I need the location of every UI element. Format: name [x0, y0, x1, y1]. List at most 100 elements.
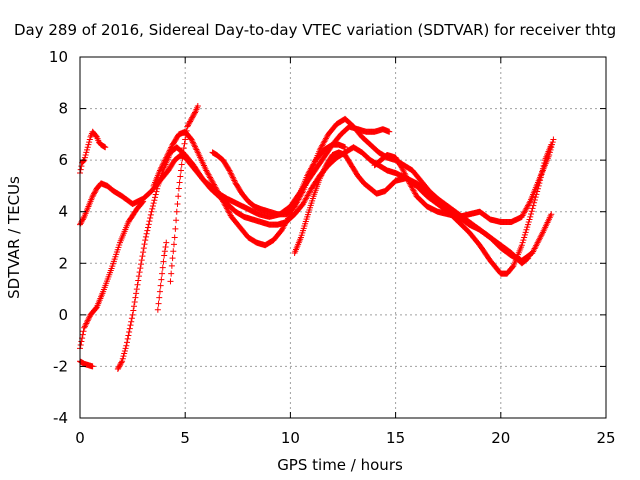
data-point: [133, 286, 140, 293]
data-point: [126, 325, 133, 332]
data-point: [228, 171, 235, 178]
data-point: [160, 160, 167, 167]
data-point: [399, 166, 406, 173]
data-point: [163, 153, 170, 160]
data-point: [125, 332, 132, 339]
data-point: [80, 328, 87, 335]
data-point: [401, 170, 408, 177]
data-point: [124, 335, 131, 342]
data-point: [83, 149, 90, 156]
data-point: [184, 123, 191, 130]
data-point: [147, 215, 154, 222]
data-point: [140, 249, 147, 256]
data-point: [78, 338, 85, 345]
data-point: [132, 294, 139, 301]
data-point: [82, 151, 89, 158]
data-point: [92, 188, 99, 195]
data-point: [172, 225, 179, 232]
data-point: [342, 144, 349, 151]
data-point: [81, 154, 88, 161]
data-point: [142, 237, 149, 244]
data-point: [548, 211, 555, 218]
data-point: [402, 172, 409, 179]
data-point: [528, 208, 535, 215]
series-sat-a: [77, 128, 109, 177]
data-point: [131, 303, 138, 310]
data-point: [523, 256, 530, 263]
data-point: [523, 226, 530, 233]
data-point: [182, 136, 189, 143]
data-point: [159, 264, 166, 271]
data-point: [164, 151, 171, 158]
y-tick-label: 4: [58, 203, 68, 221]
series-sat-g: [167, 102, 201, 285]
data-point: [190, 112, 197, 119]
data-point: [78, 219, 85, 226]
data-point: [84, 144, 91, 151]
data-point: [154, 306, 161, 313]
data-point: [141, 241, 148, 248]
data-point: [316, 175, 323, 182]
data-point: [322, 163, 329, 170]
data-point: [174, 200, 181, 207]
data-point: [143, 230, 150, 237]
data-point: [120, 353, 127, 360]
data-point: [161, 157, 168, 164]
data-point: [118, 359, 125, 366]
data-point: [192, 145, 199, 152]
data-point: [189, 113, 196, 120]
data-point: [117, 360, 124, 367]
data-point: [137, 265, 144, 272]
series-sat-d: [77, 358, 96, 370]
data-point: [81, 323, 88, 330]
data-point: [77, 166, 84, 173]
data-point: [173, 217, 180, 224]
data-point: [518, 242, 525, 249]
data-point: [138, 261, 145, 268]
data-point: [173, 208, 180, 215]
data-point: [127, 322, 134, 329]
data-point: [84, 317, 91, 324]
data-point: [226, 167, 233, 174]
data-point: [320, 168, 327, 175]
data-points: [77, 102, 557, 373]
data-point: [159, 270, 166, 277]
data-point: [149, 202, 156, 209]
data-point: [93, 133, 100, 140]
data-point: [548, 141, 555, 148]
y-tick-label: 2: [58, 254, 68, 272]
data-point: [547, 146, 554, 153]
data-point: [149, 205, 156, 212]
data-point: [156, 294, 163, 301]
x-axis-label: GPS time / hours: [277, 456, 403, 474]
data-point: [128, 315, 135, 322]
data-point: [175, 185, 182, 192]
data-point: [532, 194, 539, 201]
data-point: [89, 193, 96, 200]
data-point: [318, 172, 325, 179]
data-point: [84, 146, 91, 153]
data-point: [401, 169, 408, 176]
data-point: [509, 263, 516, 270]
data-point: [189, 114, 196, 121]
data-point: [317, 173, 324, 180]
data-point: [403, 174, 410, 181]
data-point: [158, 164, 165, 171]
data-point: [123, 339, 130, 346]
data-point: [519, 239, 526, 246]
data-point: [78, 163, 85, 170]
data-point: [93, 304, 100, 311]
data-point: [175, 193, 182, 200]
data-point: [161, 158, 168, 165]
data-point: [126, 329, 133, 336]
data-point: [398, 163, 405, 170]
data-point: [167, 278, 174, 285]
data-point: [152, 194, 159, 201]
data-point: [161, 248, 168, 255]
data-point: [191, 110, 198, 117]
series-sat-k: [371, 136, 557, 226]
data-point: [128, 318, 135, 325]
data-point: [115, 364, 122, 371]
data-point: [170, 241, 177, 248]
